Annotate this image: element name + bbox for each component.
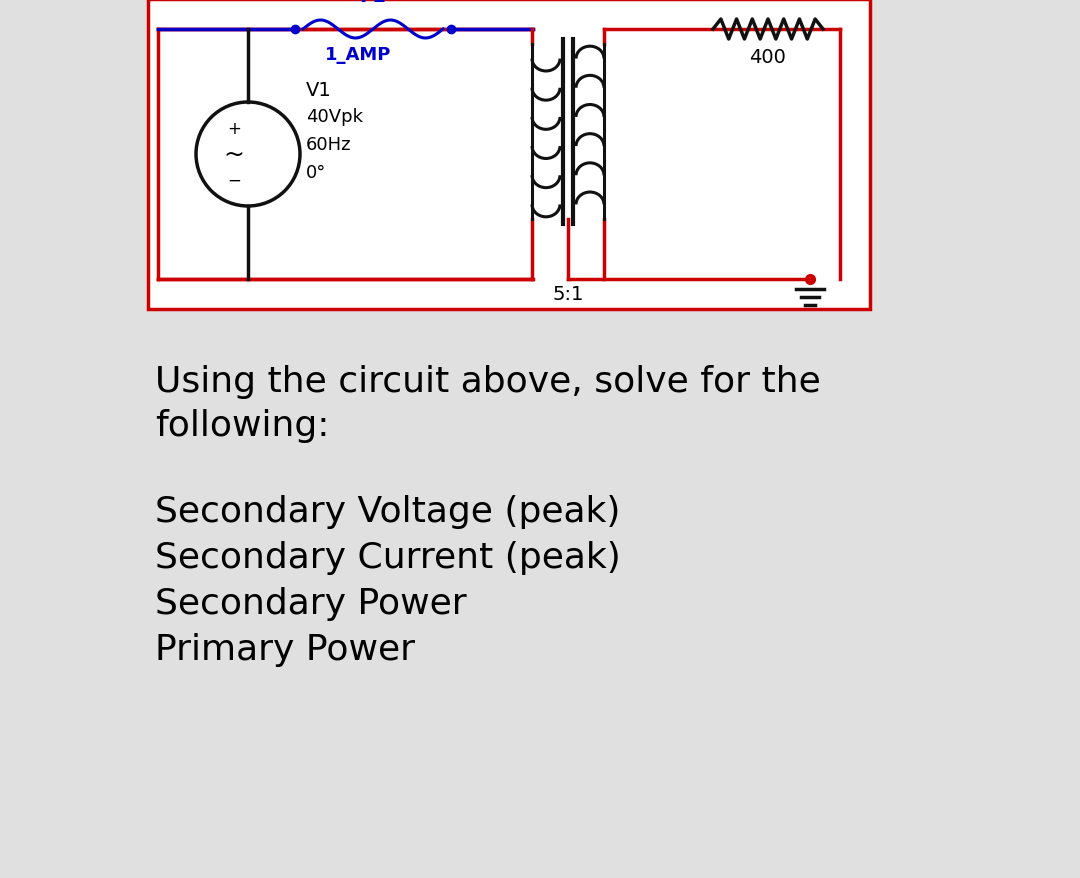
Text: T1: T1 (554, 0, 581, 2)
Text: Using the circuit above, solve for the: Using the circuit above, solve for the (156, 364, 821, 399)
Text: F1: F1 (360, 0, 387, 6)
Bar (148, 0, 870, 310)
Text: ~: ~ (224, 143, 244, 167)
Text: Secondary Current (peak): Secondary Current (peak) (156, 540, 621, 574)
Text: following:: following: (156, 408, 329, 443)
Text: Primary Power: Primary Power (156, 632, 415, 666)
Text: 0°: 0° (306, 164, 326, 182)
Text: Secondary Power: Secondary Power (156, 587, 467, 620)
Text: RL: RL (754, 0, 782, 2)
Text: +: + (227, 120, 241, 138)
Text: 400: 400 (750, 48, 786, 67)
Text: 1_AMP: 1_AMP (325, 46, 391, 64)
Text: −: − (227, 172, 241, 190)
Text: V1: V1 (306, 81, 332, 99)
Text: 5:1: 5:1 (552, 284, 583, 304)
Text: 40Vpk: 40Vpk (306, 108, 363, 126)
Text: Secondary Voltage (peak): Secondary Voltage (peak) (156, 494, 620, 529)
Text: 60Hz: 60Hz (306, 136, 351, 154)
